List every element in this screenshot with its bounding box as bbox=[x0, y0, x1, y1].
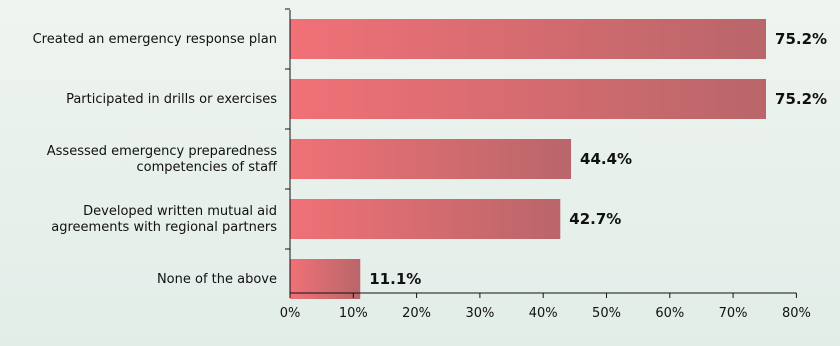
category-label: Participated in drills or exercises bbox=[66, 92, 277, 107]
bar bbox=[290, 259, 361, 299]
bar bbox=[290, 19, 767, 59]
category-label: agreements with regional partners bbox=[51, 220, 277, 235]
value-label: 44.4% bbox=[580, 150, 632, 168]
category-label: Assessed emergency preparedness bbox=[47, 144, 277, 159]
value-label: 11.1% bbox=[369, 270, 421, 288]
value-label: 42.7% bbox=[569, 210, 621, 228]
value-label: 75.2% bbox=[775, 30, 827, 48]
category-label: None of the above bbox=[157, 272, 277, 287]
category-label: competencies of staff bbox=[137, 160, 279, 175]
bar bbox=[290, 79, 767, 119]
category-label: Created an emergency response plan bbox=[33, 32, 277, 47]
x-tick-label: 60% bbox=[655, 306, 684, 321]
x-tick-label: 50% bbox=[592, 306, 621, 321]
category-label: Developed written mutual aid bbox=[83, 204, 277, 219]
x-tick-label: 80% bbox=[782, 306, 811, 321]
x-tick-label: 10% bbox=[339, 306, 368, 321]
x-tick-label: 70% bbox=[719, 306, 748, 321]
x-tick-label: 30% bbox=[465, 306, 494, 321]
x-tick-label: 40% bbox=[529, 306, 558, 321]
x-tick-label: 0% bbox=[280, 306, 301, 321]
x-tick-label: 20% bbox=[402, 306, 431, 321]
bar bbox=[290, 199, 561, 239]
value-label: 75.2% bbox=[775, 90, 827, 108]
bar bbox=[290, 139, 572, 179]
